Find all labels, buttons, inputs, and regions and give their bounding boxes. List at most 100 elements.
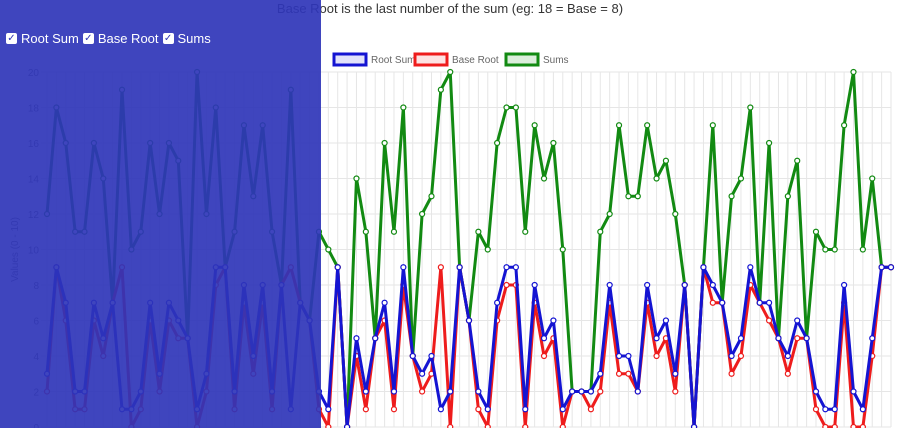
data-point [437, 86, 444, 93]
data-point [522, 423, 529, 428]
data-point [859, 246, 866, 253]
toggle-root-sum[interactable]: ✓ Root Sum [6, 31, 79, 46]
data-point [747, 264, 754, 271]
data-point [765, 139, 773, 147]
data-point [644, 281, 651, 289]
data-point [812, 228, 820, 235]
data-point [400, 104, 407, 111]
data-point [709, 281, 716, 289]
legend-label: Base Root [452, 55, 499, 66]
data-point [690, 423, 698, 428]
legend-swatch [332, 52, 368, 67]
data-point [794, 157, 801, 164]
data-point [831, 406, 838, 413]
data-point [437, 406, 444, 413]
data-point [437, 264, 444, 271]
data-point [343, 423, 351, 428]
data-point [672, 210, 679, 218]
data-point [390, 228, 398, 235]
data-point [475, 388, 482, 395]
data-point [400, 264, 407, 271]
data-point [775, 335, 782, 342]
checkbox-root-sum[interactable]: ✓ [6, 32, 17, 44]
data-point [709, 299, 716, 306]
data-point [850, 423, 857, 428]
data-point [831, 246, 838, 253]
data-point [597, 388, 604, 395]
data-point [615, 370, 623, 377]
data-point [531, 281, 538, 289]
data-point [719, 299, 726, 306]
data-point [606, 281, 613, 289]
data-point [550, 139, 557, 147]
data-point [831, 423, 838, 428]
toggle-label-sums: Sums [177, 31, 211, 46]
data-point [362, 406, 369, 413]
data-point [812, 406, 820, 413]
data-point [681, 281, 688, 289]
data-point [512, 264, 519, 271]
toggle-base-root[interactable]: ✓ Base Root [82, 31, 159, 46]
data-point [841, 281, 848, 289]
data-point [822, 246, 829, 253]
data-point [325, 406, 332, 413]
data-point [428, 193, 435, 200]
data-point [606, 210, 613, 218]
data-point [672, 388, 679, 395]
data-point [353, 175, 360, 182]
data-point [569, 388, 576, 395]
data-point [447, 68, 454, 76]
data-point [447, 423, 454, 428]
data-point [550, 317, 557, 324]
data-point [728, 352, 735, 360]
data-point [737, 175, 745, 182]
data-point [409, 352, 416, 360]
data-point [822, 406, 829, 413]
data-point [531, 122, 538, 129]
data-point [540, 352, 548, 360]
chart-legend: Root Sum Base Root Sums [332, 52, 569, 67]
data-point [615, 352, 623, 360]
data-point [700, 264, 707, 271]
data-point [653, 335, 660, 342]
toggle-sums[interactable]: ✓ Sums [162, 31, 211, 46]
toggle-label-base-root: Base Root [97, 31, 159, 46]
data-point [625, 352, 632, 360]
data-point [597, 370, 604, 377]
data-point [597, 228, 604, 235]
data-point [325, 246, 332, 253]
data-point [634, 388, 641, 395]
data-point [503, 281, 510, 289]
checkbox-base-root[interactable]: ✓ [82, 32, 94, 44]
data-point [419, 210, 426, 218]
data-point [494, 299, 501, 306]
data-point [869, 335, 876, 342]
data-point [812, 388, 820, 395]
data-point [662, 157, 670, 164]
toggle-label-root-sum: Root Sum [21, 31, 79, 46]
checkbox-sums[interactable]: ✓ [162, 32, 174, 44]
data-point [794, 335, 801, 342]
data-point [644, 122, 651, 129]
data-point [737, 335, 745, 342]
data-point [869, 175, 876, 182]
data-point [803, 335, 810, 342]
data-point [728, 370, 735, 377]
data-point [850, 68, 857, 76]
data-point [634, 193, 641, 200]
data-point [447, 388, 454, 395]
data-point [887, 264, 895, 271]
data-point [784, 352, 791, 360]
data-point [765, 317, 773, 324]
data-point [362, 388, 369, 395]
data-point [784, 193, 791, 200]
data-point [419, 388, 426, 395]
legend-item: Base Root [413, 52, 499, 67]
data-point [578, 388, 585, 395]
data-point [559, 423, 566, 428]
data-point [475, 228, 482, 235]
data-point [587, 388, 595, 395]
data-point [325, 423, 332, 428]
data-point [859, 423, 866, 428]
series-toggles: ✓ Root Sum ✓ Base Root ✓ Sums [6, 31, 215, 46]
